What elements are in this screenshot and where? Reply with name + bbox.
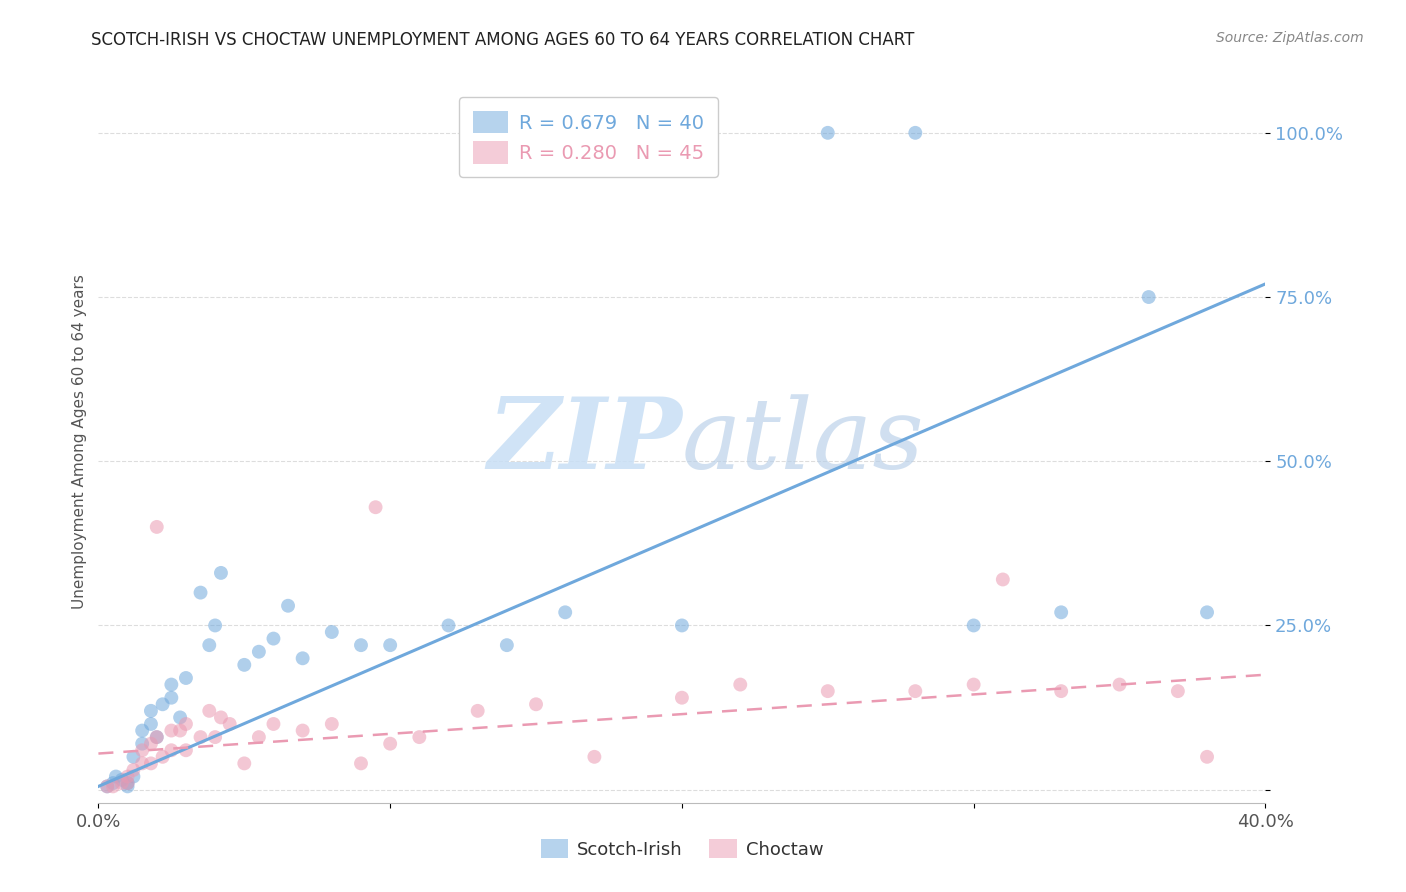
Point <box>408 730 430 744</box>
Point <box>671 690 693 705</box>
Point <box>1108 677 1130 691</box>
Point <box>1050 605 1073 619</box>
Point <box>131 723 153 738</box>
Point <box>122 749 145 764</box>
Point <box>117 776 139 790</box>
Point <box>380 638 402 652</box>
Point <box>1137 290 1160 304</box>
Point <box>139 704 162 718</box>
Point <box>583 749 606 764</box>
Point <box>204 730 226 744</box>
Point <box>1195 749 1218 764</box>
Point <box>671 618 693 632</box>
Point <box>496 638 519 652</box>
Point <box>174 717 197 731</box>
Text: SCOTCH-IRISH VS CHOCTAW UNEMPLOYMENT AMONG AGES 60 TO 64 YEARS CORRELATION CHART: SCOTCH-IRISH VS CHOCTAW UNEMPLOYMENT AMO… <box>91 31 915 49</box>
Point <box>117 770 139 784</box>
Point <box>204 618 226 632</box>
Point <box>198 638 221 652</box>
Point <box>262 632 284 646</box>
Text: atlas: atlas <box>682 394 925 489</box>
Point <box>104 770 127 784</box>
Point <box>122 770 145 784</box>
Point <box>991 573 1014 587</box>
Point <box>467 704 489 718</box>
Point <box>321 625 343 640</box>
Point <box>291 723 314 738</box>
Point <box>247 645 270 659</box>
Point <box>146 520 169 534</box>
Point <box>131 737 153 751</box>
Point <box>174 671 197 685</box>
Point <box>174 743 197 757</box>
Point <box>209 710 232 724</box>
Y-axis label: Unemployment Among Ages 60 to 64 years: Unemployment Among Ages 60 to 64 years <box>72 274 87 609</box>
Point <box>554 605 576 619</box>
Point <box>350 756 373 771</box>
Point <box>96 780 118 794</box>
Point <box>131 756 153 771</box>
Point <box>131 743 153 757</box>
Point <box>962 677 984 691</box>
Point <box>291 651 314 665</box>
Point <box>160 677 183 691</box>
Point <box>139 737 162 751</box>
Point <box>160 690 183 705</box>
Point <box>117 776 139 790</box>
Point <box>233 756 256 771</box>
Point <box>209 566 232 580</box>
Point <box>730 677 752 691</box>
Point <box>101 776 124 790</box>
Point <box>364 500 387 515</box>
Point <box>198 704 221 718</box>
Point <box>1167 684 1189 698</box>
Point <box>111 772 134 787</box>
Point <box>277 599 299 613</box>
Point <box>1050 684 1073 698</box>
Point <box>117 780 139 794</box>
Point <box>152 698 174 712</box>
Point <box>262 717 284 731</box>
Legend: Scotch-Irish, Choctaw: Scotch-Irish, Choctaw <box>533 832 831 866</box>
Point <box>962 618 984 632</box>
Point <box>169 723 191 738</box>
Text: ZIP: ZIP <box>486 393 682 490</box>
Point <box>233 657 256 672</box>
Point <box>321 717 343 731</box>
Point <box>146 730 169 744</box>
Point <box>524 698 547 712</box>
Point <box>169 710 191 724</box>
Point <box>247 730 270 744</box>
Point <box>904 126 927 140</box>
Point <box>190 585 212 599</box>
Point <box>146 730 169 744</box>
Text: Source: ZipAtlas.com: Source: ZipAtlas.com <box>1216 31 1364 45</box>
Point <box>817 126 839 140</box>
Point <box>218 717 240 731</box>
Point <box>380 737 402 751</box>
Point <box>152 749 174 764</box>
Point <box>437 618 460 632</box>
Point <box>1195 605 1218 619</box>
Point <box>904 684 927 698</box>
Point <box>111 776 134 790</box>
Point <box>122 763 145 777</box>
Point <box>160 723 183 738</box>
Point <box>160 743 183 757</box>
Point <box>190 730 212 744</box>
Point <box>139 756 162 771</box>
Point <box>139 717 162 731</box>
Point <box>101 780 124 794</box>
Point <box>350 638 373 652</box>
Point <box>817 684 839 698</box>
Point <box>96 780 118 794</box>
